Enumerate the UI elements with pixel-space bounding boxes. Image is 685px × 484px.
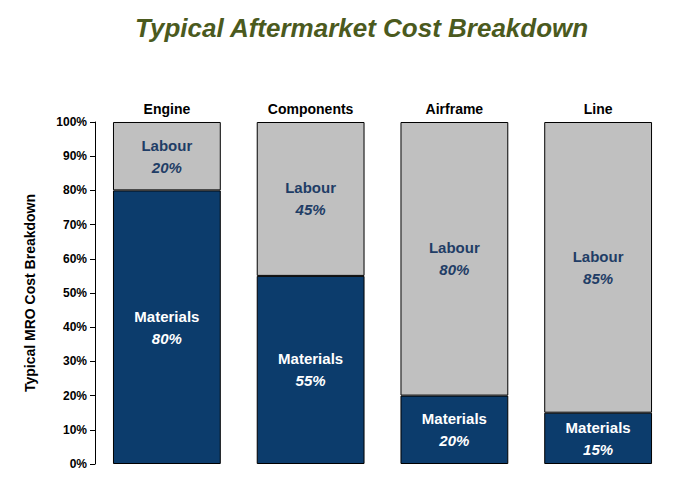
svg-text:Materials: Materials xyxy=(134,308,199,325)
svg-text:Labour: Labour xyxy=(141,137,192,154)
svg-text:Labour: Labour xyxy=(429,239,480,256)
svg-text:Materials: Materials xyxy=(566,419,631,436)
svg-text:70%: 70% xyxy=(63,218,87,232)
svg-text:Labour: Labour xyxy=(285,179,336,196)
svg-text:Labour: Labour xyxy=(573,248,624,265)
svg-text:Materials: Materials xyxy=(278,350,343,367)
svg-text:30%: 30% xyxy=(63,354,87,368)
svg-text:80%: 80% xyxy=(63,183,87,197)
svg-text:Typical MRO Cost Breakdown: Typical MRO Cost Breakdown xyxy=(22,194,38,392)
svg-text:Engine: Engine xyxy=(144,101,191,117)
svg-text:Airframe: Airframe xyxy=(426,101,484,117)
svg-text:90%: 90% xyxy=(63,149,87,163)
svg-text:10%: 10% xyxy=(63,423,87,437)
svg-text:85%: 85% xyxy=(583,270,613,287)
svg-text:80%: 80% xyxy=(439,261,469,278)
svg-text:100%: 100% xyxy=(56,115,87,129)
svg-text:Typical Aftermarket Cost Break: Typical Aftermarket Cost Breakdown xyxy=(135,13,588,43)
svg-text:0%: 0% xyxy=(70,457,88,471)
svg-text:Line: Line xyxy=(584,101,613,117)
svg-text:20%: 20% xyxy=(438,432,469,449)
svg-text:20%: 20% xyxy=(151,159,182,176)
svg-text:50%: 50% xyxy=(63,286,87,300)
svg-text:45%: 45% xyxy=(295,201,326,218)
svg-text:55%: 55% xyxy=(296,372,326,389)
svg-text:60%: 60% xyxy=(63,252,87,266)
svg-text:20%: 20% xyxy=(63,389,87,403)
svg-text:40%: 40% xyxy=(63,320,87,334)
svg-text:15%: 15% xyxy=(583,441,613,458)
svg-text:Components: Components xyxy=(268,101,354,117)
svg-text:80%: 80% xyxy=(152,330,182,347)
svg-text:Materials: Materials xyxy=(422,410,487,427)
